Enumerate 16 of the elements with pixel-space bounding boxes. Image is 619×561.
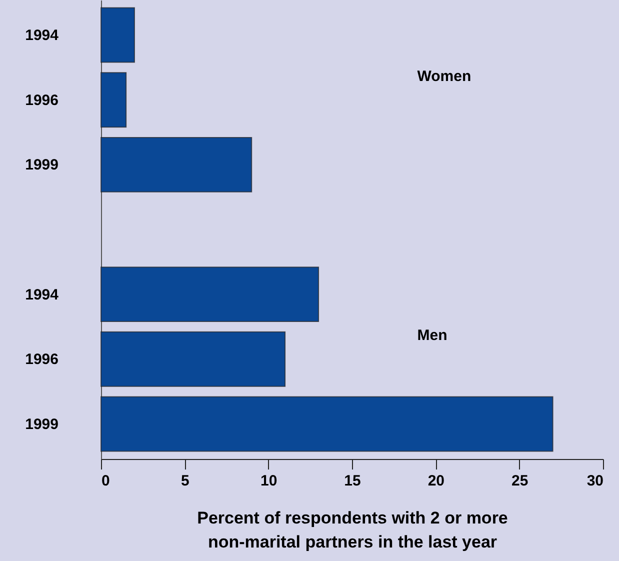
- x-tick-label: 5: [180, 472, 190, 490]
- y-tick-label: 1994: [25, 27, 60, 44]
- y-tick-label: 1999: [25, 416, 58, 433]
- annotation: Women: [417, 68, 472, 85]
- x-tick-label: 30: [586, 472, 604, 490]
- x-axis-title: Percent of respondents with 2 or more non-marital partners in the last year: [197, 508, 508, 552]
- x-tick-label: 20: [428, 472, 445, 490]
- x-tick-label: 25: [511, 472, 528, 490]
- annotation: Men: [417, 327, 448, 344]
- x-tick-label: 0: [102, 472, 110, 490]
- y-tick-label: 1996: [25, 92, 58, 109]
- y-tick-label: 1996: [25, 351, 58, 368]
- x-tick-label: 10: [260, 472, 278, 490]
- y-tick-label: 1999: [25, 156, 58, 174]
- y-tick-label: 1994: [25, 286, 60, 304]
- x-tick-label: 15: [344, 472, 361, 490]
